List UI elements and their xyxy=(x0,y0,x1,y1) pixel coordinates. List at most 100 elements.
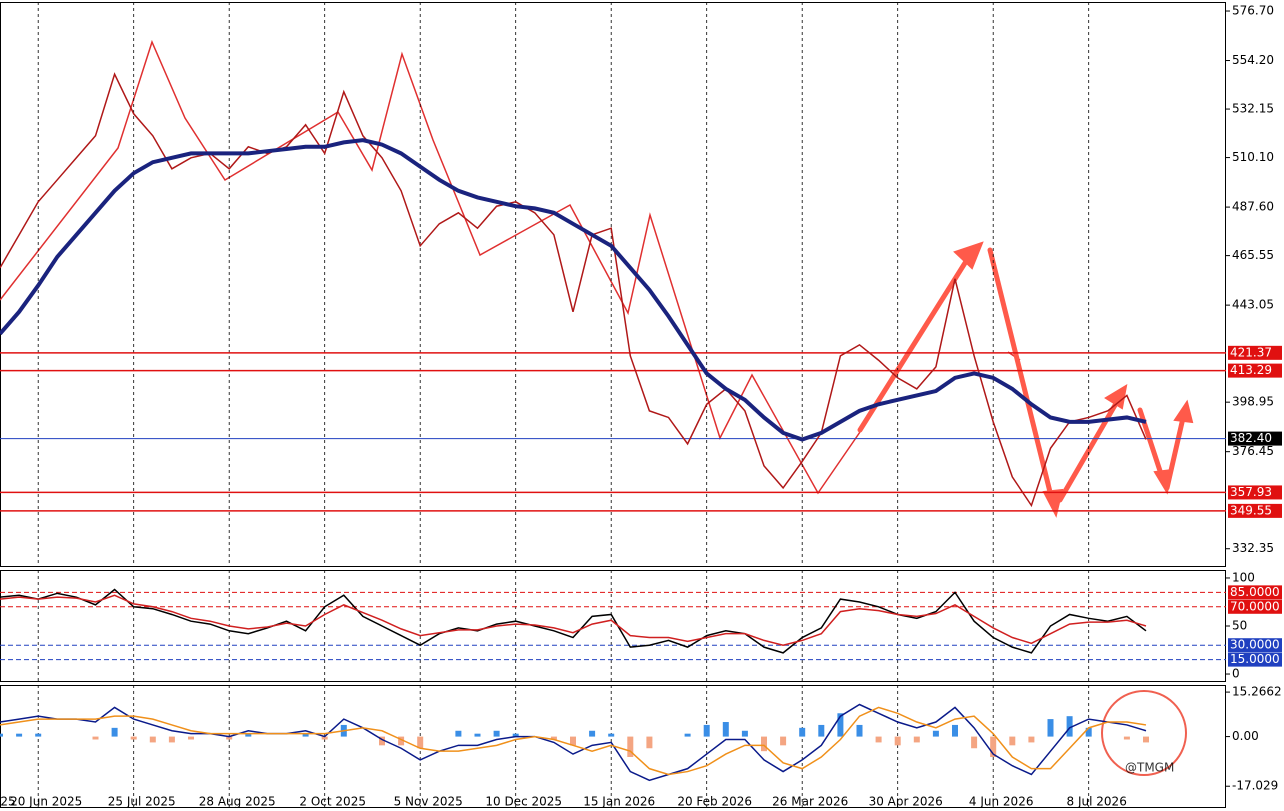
series-line xyxy=(0,588,1147,654)
bar xyxy=(1028,736,1035,743)
arrow-head xyxy=(1042,488,1064,518)
annotations xyxy=(0,39,1194,776)
level-value: 421.37 xyxy=(1230,345,1272,359)
level-box xyxy=(1228,345,1282,360)
level-value: 357.93 xyxy=(1230,485,1272,499)
arrows xyxy=(857,241,1194,518)
y-tick-label: 50 xyxy=(1232,619,1247,633)
bar xyxy=(646,736,653,749)
bar xyxy=(780,736,787,746)
arrow xyxy=(1057,397,1121,503)
bar xyxy=(894,736,901,746)
y-tick-label: 443.05 xyxy=(1232,298,1274,312)
level-label: 357.93 xyxy=(1228,485,1282,500)
arrow xyxy=(857,252,973,433)
x-tick-label: 28 Aug 2025 xyxy=(199,795,276,809)
bar xyxy=(952,724,958,737)
series-line xyxy=(0,594,1147,646)
bar xyxy=(35,733,42,737)
bar xyxy=(761,736,767,752)
y-tick-label: 398.95 xyxy=(1232,395,1274,409)
level-label: 421.37 xyxy=(1228,345,1282,360)
bar xyxy=(684,733,691,737)
level-box xyxy=(1228,431,1282,446)
x-tick-label: 25 xyxy=(0,795,15,809)
bar xyxy=(1009,736,1016,746)
level-label: 15.0000 xyxy=(1228,652,1282,667)
y-tick-label: 510.10 xyxy=(1232,150,1274,164)
x-tick-label: 25 Jul 2025 xyxy=(108,795,176,809)
y-tick-label: 554.20 xyxy=(1232,53,1274,67)
bar xyxy=(1047,719,1054,737)
bar xyxy=(130,736,137,740)
y-tick-label: 532.15 xyxy=(1232,102,1274,116)
highlight-circle xyxy=(1101,690,1187,776)
bar xyxy=(990,736,997,757)
x-tick-label: 30 Apr 2026 xyxy=(869,795,943,809)
y-tick-label: 15.2662 xyxy=(1232,685,1282,699)
bar xyxy=(188,736,194,740)
watermark: @TMGM xyxy=(1125,761,1174,775)
y-tick-label: 487.60 xyxy=(1232,200,1274,214)
level-box xyxy=(1228,585,1282,600)
arrow xyxy=(1164,415,1186,491)
level-label: 85.0000 xyxy=(1228,585,1282,600)
y-tick-label: -17.029 xyxy=(1232,779,1278,793)
bar xyxy=(932,730,939,737)
bar xyxy=(722,722,729,737)
x-tick-label: 8 Jul 2026 xyxy=(1067,795,1127,809)
arrow-head xyxy=(953,241,984,270)
level-label: 413.29 xyxy=(1228,363,1282,378)
bar xyxy=(837,713,844,737)
x-tick-label: 20 Jun 2025 xyxy=(10,795,82,809)
bar xyxy=(741,730,748,737)
level-value: 349.55 xyxy=(1230,503,1272,517)
y-tick-label: 332.35 xyxy=(1232,541,1274,555)
bar xyxy=(417,736,424,749)
level-value: 70.0000 xyxy=(1230,599,1280,613)
level-box xyxy=(1228,599,1282,614)
level-box xyxy=(1228,485,1282,500)
bar xyxy=(913,736,920,743)
bar xyxy=(856,724,863,737)
x-tick-label: 26 Mar 2026 xyxy=(772,795,848,809)
x-tick-label: 15 Jan 2026 xyxy=(583,795,655,809)
bar xyxy=(971,736,978,749)
series-line xyxy=(0,138,1147,442)
bar xyxy=(608,733,615,737)
bar xyxy=(1143,736,1149,743)
osc-frame xyxy=(0,570,1226,682)
bar xyxy=(245,733,252,737)
bar xyxy=(0,733,3,737)
bar xyxy=(1085,727,1092,737)
x-tick-label: 5 Nov 2025 xyxy=(394,795,463,809)
arrow-head xyxy=(1173,399,1194,424)
level-box xyxy=(1228,363,1282,378)
panel-frames xyxy=(0,2,1226,808)
bar xyxy=(16,733,23,737)
bar xyxy=(379,736,385,746)
level-label: 349.55 xyxy=(1228,503,1282,518)
bar xyxy=(455,730,462,737)
x-tick-label: 2 Oct 2025 xyxy=(299,795,366,809)
series-line xyxy=(0,72,1147,508)
level-box xyxy=(1228,638,1282,653)
bar xyxy=(1066,716,1073,737)
bar xyxy=(493,730,500,737)
price-frame xyxy=(0,2,1226,567)
x-tick-label: 20 Feb 2026 xyxy=(677,795,752,809)
x-tick-label: 4 Jun 2026 xyxy=(969,795,1034,809)
arrow xyxy=(987,247,1055,503)
bar xyxy=(149,736,156,743)
bar xyxy=(512,733,519,737)
bar xyxy=(92,736,99,740)
y-tick-label: 465.55 xyxy=(1232,248,1274,262)
level-value: 15.0000 xyxy=(1230,652,1280,666)
bar xyxy=(1123,736,1130,740)
bar xyxy=(550,736,557,740)
macd-frame xyxy=(0,685,1226,808)
level-value: 30.0000 xyxy=(1230,638,1280,652)
y-tick-label: 376.45 xyxy=(1232,444,1274,458)
level-box xyxy=(1228,652,1282,667)
